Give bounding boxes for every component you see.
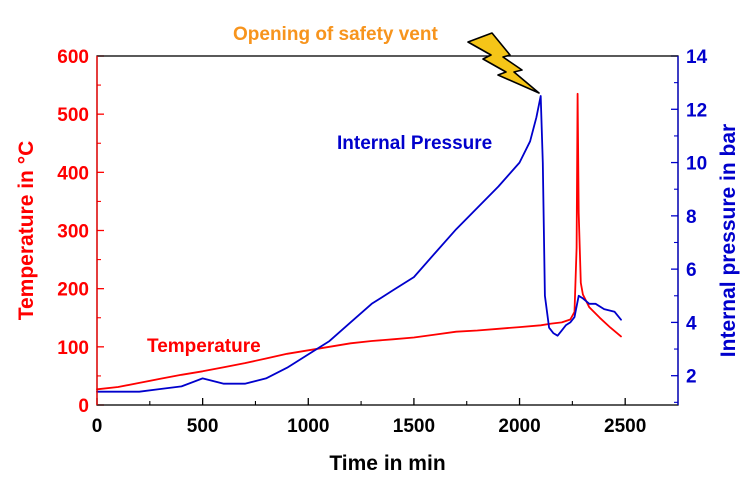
right-tick-label: 6: [686, 260, 697, 281]
left-tick-label: 500: [57, 105, 89, 126]
left-tick-label: 0: [78, 396, 89, 417]
left-tick-label: 600: [57, 47, 89, 68]
vent-annotation: Opening of safety vent: [233, 24, 438, 45]
temperature-series-label: Temperature: [147, 336, 261, 357]
x-axis-ticks: 0 500 1000 1500 2000 2500: [92, 398, 646, 437]
right-tick-label: 14: [686, 47, 708, 68]
pressure-series-line: [96, 95, 622, 393]
temperature-series-line: [96, 92, 622, 391]
right-tick-label: 12: [686, 100, 707, 121]
x-axis-title: Time in min: [329, 452, 445, 475]
left-axis-ticks: 0 100 200 300 400 500 600: [57, 47, 104, 417]
left-tick-label: 100: [57, 338, 89, 359]
x-tick-label: 0: [92, 416, 103, 437]
left-tick-label: 200: [57, 280, 89, 301]
pressure-series-label: Internal Pressure: [337, 133, 492, 154]
x-tick-label: 1000: [287, 416, 329, 437]
x-tick-label: 500: [187, 416, 219, 437]
x-tick-label: 1500: [393, 416, 435, 437]
right-axis-title: Internal pressure in bar: [717, 124, 740, 357]
x-tick-label: 2000: [498, 416, 540, 437]
left-tick-label: 300: [57, 222, 89, 243]
right-axis-ticks: 2 4 6 8 10 12 14: [671, 47, 708, 403]
right-tick-label: 10: [686, 154, 707, 175]
series-layer: [96, 92, 622, 393]
right-tick-label: 4: [686, 313, 697, 334]
right-tick-label: 8: [686, 207, 697, 228]
left-axis-title: Temperature in °C: [15, 141, 38, 321]
left-tick-label: 400: [57, 163, 89, 184]
x-tick-label: 2500: [604, 416, 646, 437]
right-tick-label: 2: [686, 367, 697, 388]
lightning-bolt-icon: [467, 32, 540, 94]
